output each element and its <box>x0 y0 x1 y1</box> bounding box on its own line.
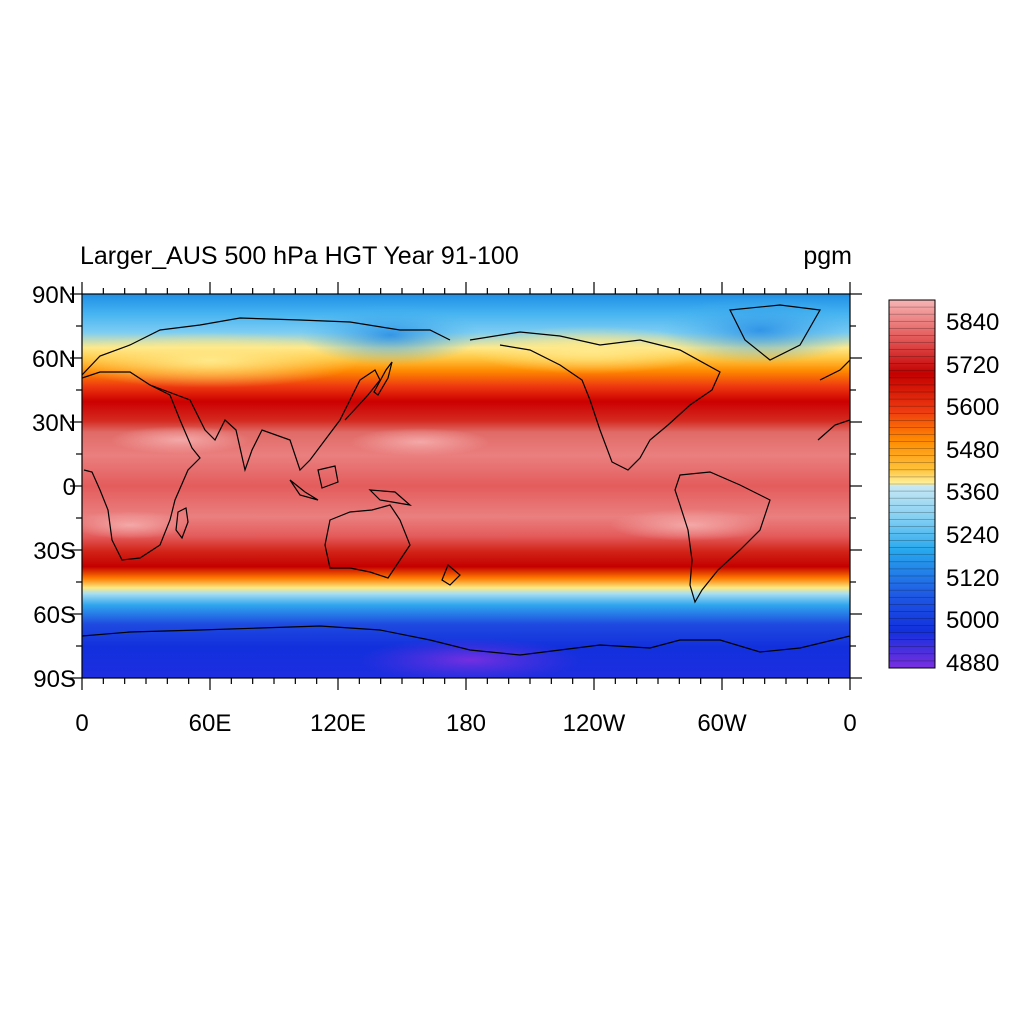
coast-japan <box>373 361 393 396</box>
colorbar-label-5000: 5000 <box>946 607 999 634</box>
lon-label-60w: 60W <box>697 710 747 737</box>
field-high-safrica <box>82 511 190 539</box>
coast-borneo <box>317 465 339 489</box>
lat-label-90n: 90N <box>32 282 76 309</box>
colorbar-bins <box>889 306 935 662</box>
colorbar-labels: 5840 5720 5600 5480 5360 5240 5120 5000 … <box>946 309 999 677</box>
field-high-nafrica <box>110 426 250 454</box>
colorbar-label-5720: 5720 <box>946 352 999 379</box>
lat-label-0: 0 <box>63 474 76 501</box>
colorbar-label-4880: 4880 <box>946 650 999 677</box>
coast-sumatra <box>289 479 319 501</box>
lat-tick-labels: 90N 60N 30N 0 30S 60S 90S <box>32 282 76 693</box>
field-high-npacific <box>350 428 490 456</box>
field-trough-america <box>660 296 850 364</box>
coast-europe <box>819 359 850 381</box>
colorbar-label-5240: 5240 <box>946 522 999 549</box>
coast-arabia-india <box>149 384 351 473</box>
height-field <box>82 294 850 678</box>
lat-label-30s: 30S <box>33 538 76 565</box>
colorbar-label-5120: 5120 <box>946 565 999 592</box>
lat-label-30n: 30N <box>32 410 76 437</box>
colorbar-label-5600: 5600 <box>946 394 999 421</box>
lon-label-0: 0 <box>75 710 88 737</box>
coast-new-zealand <box>441 564 461 586</box>
lat-label-60n: 60N <box>32 346 76 373</box>
field-ridge-pacific <box>470 326 710 374</box>
coast-antarctica <box>82 625 850 656</box>
field-trough-asia <box>300 305 480 365</box>
lon-label-120e: 120E <box>310 710 366 737</box>
colorbar-label-5480: 5480 <box>946 437 999 464</box>
coastlines <box>82 304 850 656</box>
lat-label-90s: 90S <box>33 666 76 693</box>
coast-greenland <box>729 304 821 361</box>
colorbar: 5840 5720 5600 5480 5360 5240 5120 5000 … <box>888 299 999 677</box>
coast-madagascar <box>175 507 189 540</box>
lon-label-60e: 60E <box>189 710 232 737</box>
field-high-satlantic <box>610 509 770 541</box>
coast-east-asia <box>344 369 381 421</box>
lon-tick-labels: 0 60E 120E 180 120W 60W 0 <box>75 710 856 737</box>
lon-label-120w: 120W <box>563 710 626 737</box>
lon-label-180: 180 <box>446 710 486 737</box>
coast-w-africa <box>817 419 850 441</box>
colorbar-label-5360: 5360 <box>946 479 999 506</box>
map-title: Larger_AUS 500 hPa HGT Year 91-100 <box>80 242 519 270</box>
field-ridge-asia <box>82 332 360 388</box>
lat-label-60s: 60S <box>33 602 76 629</box>
coast-south-america <box>674 471 771 604</box>
coast-new-guinea <box>368 489 413 506</box>
lon-label-0-end: 0 <box>843 710 856 737</box>
colorbar-label-5840: 5840 <box>946 309 999 336</box>
coast-australia <box>324 504 411 579</box>
coast-north-america <box>469 331 721 471</box>
units-label: pgm <box>803 242 852 270</box>
coast-eurasia <box>82 317 451 376</box>
map-ticks <box>70 282 862 690</box>
field-low-antarctica <box>360 638 580 678</box>
colorbar-frame <box>888 299 936 669</box>
colorbar-fill <box>889 300 935 668</box>
